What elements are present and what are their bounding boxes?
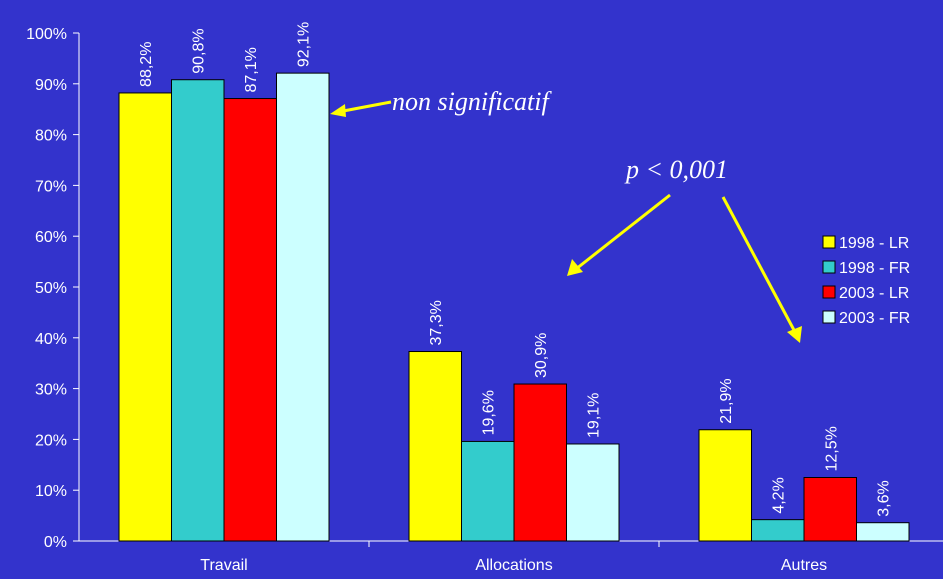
arrow-p-value-left [575, 193, 671, 271]
legend-swatch [822, 310, 836, 324]
bar-allocations-1998-fr [461, 440, 515, 542]
arrow-non-significatif [337, 100, 392, 114]
arrow-p-value-right [721, 196, 797, 333]
arrowhead-p-value-right [787, 326, 802, 343]
data-label: 21,9% [718, 378, 735, 423]
bar-allocations-2003-fr [566, 443, 620, 542]
category-label-travail: Travail [200, 557, 247, 574]
data-labels: 88,2% 90,8% 87,1% 92,1% 37,3% 19,6% 30,9% 19,1%… [138, 22, 893, 517]
bar-allocations-2003-lr [513, 383, 567, 542]
legend-label: 1998 - FR [839, 260, 910, 277]
y-axis-ticks: 0% 10% 20% 30% 40% 50% 60% 70% 80% 90% 100% [26, 26, 79, 551]
y-tick-label: 60% [35, 229, 67, 246]
category-labels: Travail Allocations Autres [200, 557, 827, 574]
y-tick-label: 40% [35, 331, 67, 348]
legend-swatch [822, 235, 836, 249]
y-tick-label: 20% [35, 432, 67, 449]
annotation-non-significatif: non significatif [392, 87, 553, 116]
legend-label: 2003 - LR [839, 285, 909, 302]
legend-swatch [822, 260, 836, 274]
data-label: 92,1% [296, 22, 313, 67]
data-label: 37,3% [428, 300, 445, 345]
bar-travail-1998-lr [118, 92, 172, 542]
legend-swatch [822, 285, 836, 299]
data-label: 3,6% [876, 480, 893, 516]
bar-travail-2003-fr [276, 72, 330, 542]
y-tick-label: 90% [35, 77, 67, 94]
bar-autres-2003-lr [803, 477, 857, 542]
y-tick-label: 100% [26, 26, 67, 43]
bar-autres-1998-fr [751, 519, 805, 542]
bar-travail-1998-fr [171, 79, 225, 542]
bar-autres-1998-lr [698, 429, 752, 542]
data-label: 88,2% [138, 42, 155, 87]
y-tick-label: 30% [35, 382, 67, 399]
data-label: 19,1% [586, 393, 603, 438]
arrowhead-non-significatif [330, 104, 346, 117]
y-tick-label: 70% [35, 178, 67, 195]
y-tick-label: 80% [35, 128, 67, 145]
category-label-autres: Autres [781, 557, 827, 574]
data-label: 12,5% [823, 426, 840, 471]
data-label: 30,9% [533, 333, 550, 378]
annotation-p-value: p < 0,001 [624, 155, 728, 184]
y-tick-label: 0% [44, 534, 67, 551]
bar-autres-2003-fr [856, 522, 910, 542]
bar-travail-2003-lr [223, 98, 277, 542]
data-label: 90,8% [191, 28, 208, 73]
y-tick-label: 50% [35, 280, 67, 297]
legend-label: 1998 - LR [839, 235, 909, 252]
category-label-allocations: Allocations [475, 557, 552, 574]
legend: 1998 - LR 1998 - FR 2003 - LR 2003 - FR [822, 235, 910, 327]
y-tick-label: 10% [35, 483, 67, 500]
annotations: non significatif p < 0,001 [330, 87, 802, 343]
legend-label: 2003 - FR [839, 310, 910, 327]
bars [118, 72, 910, 542]
data-label: 19,6% [481, 390, 498, 435]
data-label: 4,2% [771, 477, 788, 513]
arrowhead-p-value-left [567, 259, 583, 276]
data-label: 87,1% [243, 47, 260, 92]
bar-allocations-1998-lr [408, 351, 462, 542]
